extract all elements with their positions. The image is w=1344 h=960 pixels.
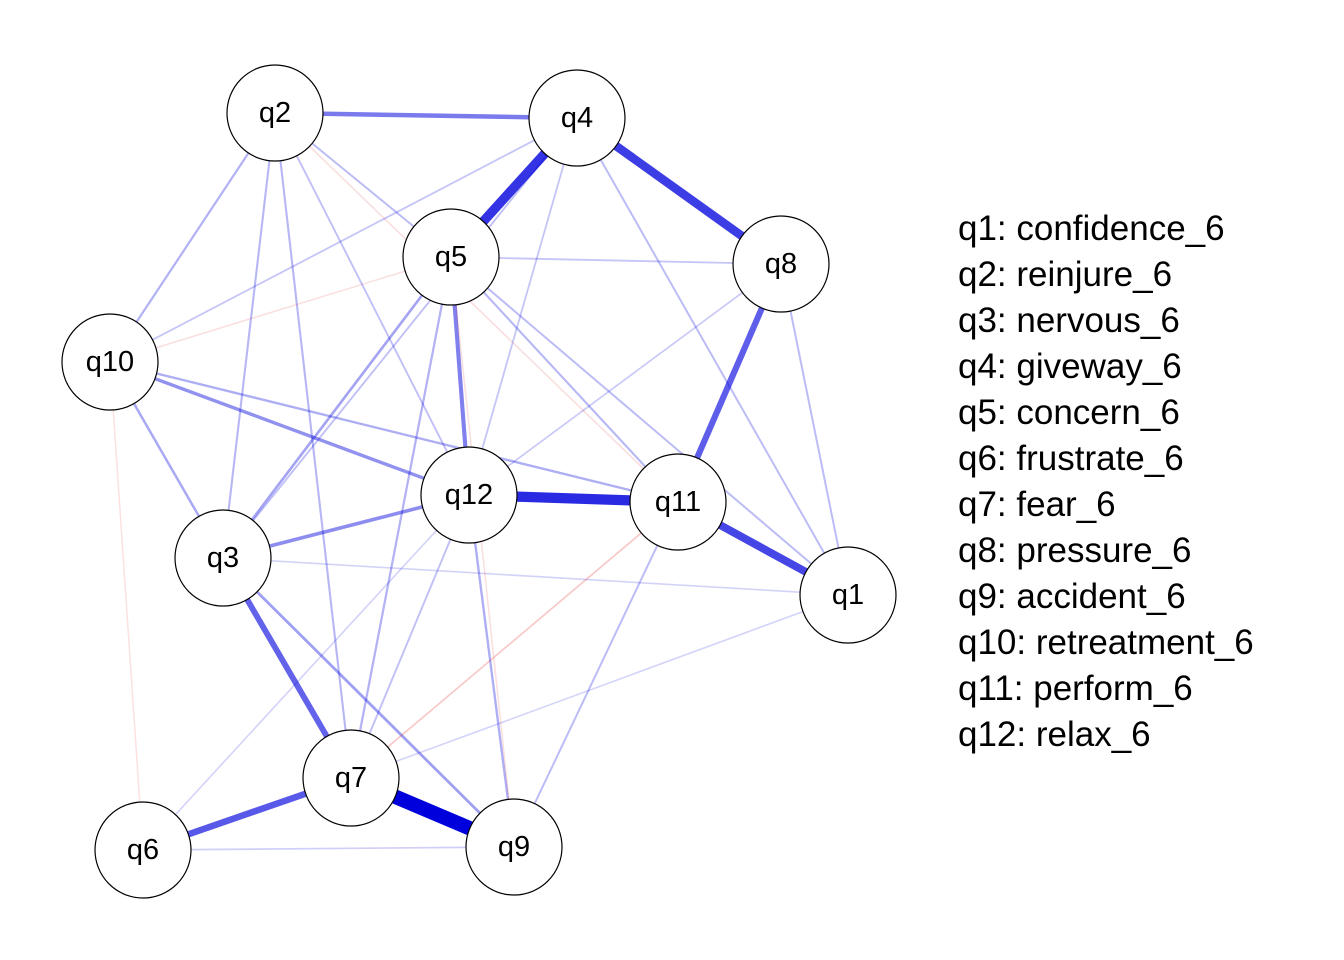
edge-q5-q12 <box>452 304 468 448</box>
edge-q2-q7 <box>279 160 347 731</box>
edge-q4-q3 <box>252 154 548 522</box>
edge-q4-q1 <box>599 159 826 554</box>
node-q4: q4 <box>528 69 626 167</box>
legend-item-q12: q12: relax_6 <box>958 715 1151 754</box>
node-circle-q10 <box>61 313 159 411</box>
edge-q4-q5 <box>479 150 549 225</box>
edge-layer <box>112 111 840 851</box>
edge-q3-q7 <box>244 598 330 738</box>
node-label-q12: q12 <box>445 479 493 511</box>
edge-q11-q9 <box>533 544 659 805</box>
edge-q8-q12 <box>507 291 743 468</box>
node-q12: q12 <box>420 446 518 544</box>
legend-item-q10: q10: retreatment_6 <box>958 623 1254 662</box>
edge-q5-q3 <box>250 294 424 521</box>
node-label-q9: q9 <box>498 831 530 863</box>
edge-q7-q1 <box>395 610 804 763</box>
node-label-q6: q6 <box>127 834 159 866</box>
edge-q8-q5 <box>498 257 734 264</box>
edge-q10-q6 <box>112 409 141 803</box>
node-label-q10: q10 <box>86 346 134 378</box>
legend-item-q9: q9: accident_6 <box>958 577 1186 616</box>
node-circle-q4 <box>528 69 626 167</box>
legend-item-q3: q3: nervous_6 <box>958 301 1180 340</box>
node-q1: q1 <box>799 546 897 644</box>
edge-q4-q12 <box>481 163 565 450</box>
node-circle-q6 <box>94 801 192 899</box>
node-q9: q9 <box>465 798 563 896</box>
network-graph: q1 q2 q3 q4 q5 q6 q7 q8 q9 q10 q11 q12 <box>61 64 897 899</box>
node-label-q11: q11 <box>655 486 701 518</box>
node-q3: q3 <box>174 509 272 607</box>
node-label-q7: q7 <box>335 762 367 794</box>
edge-q6-q7 <box>187 790 307 838</box>
node-label-q4: q4 <box>561 102 593 134</box>
legend-item-q4: q4: giveway_6 <box>958 347 1182 386</box>
node-circle-q1 <box>799 546 897 644</box>
legend: q1: confidence_6 q2: reinjure_6 q3: nerv… <box>958 206 1254 758</box>
edge-q7-q9 <box>392 790 473 835</box>
edge-q5-q7 <box>358 303 444 732</box>
node-circle-q7 <box>302 729 400 827</box>
edge-q10-q5 <box>155 270 406 349</box>
edge-q2-q12 <box>295 155 449 453</box>
edge-q12-q7 <box>368 538 452 735</box>
edge-q5-q1 <box>486 287 813 565</box>
edge-q3-q1 <box>270 560 801 593</box>
node-label-q5: q5 <box>435 241 467 273</box>
node-q2: q2 <box>226 64 324 162</box>
node-circle-q11 <box>629 453 727 551</box>
legend-item-q11: q11: perform_6 <box>958 669 1193 708</box>
node-q6: q6 <box>94 801 192 899</box>
legend-item-q1: q1: confidence_6 <box>958 209 1225 248</box>
edge-q5-q11 <box>482 291 647 468</box>
edge-q2-q11 <box>308 145 645 470</box>
legend-item-q5: q5: concern_6 <box>958 393 1180 432</box>
node-q7: q7 <box>302 729 400 827</box>
edge-q11-q1 <box>718 521 808 576</box>
node-layer: q1 q2 q3 q4 q5 q6 q7 q8 q9 q10 q11 q12 <box>61 64 897 899</box>
edge-q2-q10 <box>135 152 250 323</box>
legend-item-q2: q2: reinjure_6 <box>958 255 1173 294</box>
legend-item-q7: q7: fear_6 <box>958 485 1116 524</box>
edge-q4-q8 <box>613 142 745 240</box>
node-q11: q11 <box>629 453 727 551</box>
node-label-q3: q3 <box>207 542 239 574</box>
edge-q12-q11 <box>516 491 631 506</box>
node-circle-q3 <box>174 509 272 607</box>
node-q10: q10 <box>61 313 159 411</box>
edge-q10-q11 <box>156 372 632 492</box>
edge-q2-q5 <box>311 142 415 228</box>
edge-q2-q4 <box>322 111 530 120</box>
edge-q10-q4 <box>152 139 535 341</box>
node-circle-q9 <box>465 798 563 896</box>
edge-q6-q12 <box>174 529 438 816</box>
legend-item-q8: q8: pressure_6 <box>958 531 1192 570</box>
node-q5: q5 <box>402 208 500 306</box>
edge-q5-q9 <box>455 304 510 800</box>
node-circle-q5 <box>402 208 500 306</box>
node-q8: q8 <box>732 215 830 313</box>
node-label-q2: q2 <box>259 97 291 129</box>
edge-q2-q3 <box>227 160 271 511</box>
edge-q12-q9 <box>473 542 510 800</box>
node-label-q1: q1 <box>832 579 864 611</box>
edge-q10-q3 <box>132 402 201 518</box>
edge-q6-q9 <box>190 846 467 851</box>
edge-q7-q11 <box>387 532 642 748</box>
node-circle-q12 <box>420 446 518 544</box>
edge-q10-q12 <box>154 377 425 480</box>
node-label-q8: q8 <box>765 248 797 280</box>
edge-q3-q12 <box>269 505 423 548</box>
node-circle-q2 <box>226 64 324 162</box>
edge-q3-q9 <box>256 590 481 815</box>
legend-item-q6: q6: frustrate_6 <box>958 439 1184 478</box>
edge-q8-q1 <box>789 310 840 549</box>
edge-q8-q11 <box>694 306 765 460</box>
node-circle-q8 <box>732 215 830 313</box>
